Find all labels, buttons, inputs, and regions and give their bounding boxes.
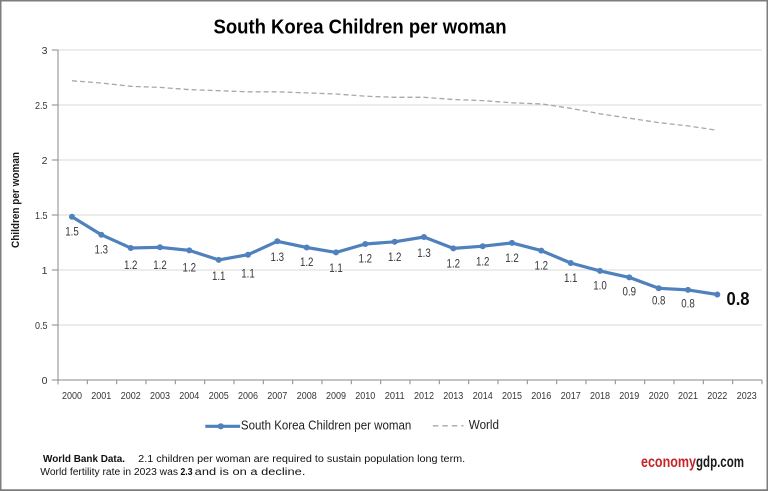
svg-text:2008: 2008 <box>297 390 317 402</box>
svg-text:1.2: 1.2 <box>388 251 402 264</box>
svg-text:2022: 2022 <box>707 390 727 402</box>
svg-text:2004: 2004 <box>179 390 199 402</box>
svg-text:2019: 2019 <box>619 390 639 402</box>
svg-text:World Bank Data.: World Bank Data. <box>43 454 125 465</box>
svg-text:2015: 2015 <box>502 390 522 402</box>
svg-text:2: 2 <box>42 155 48 167</box>
svg-text:World fertility rate in 2023 w: World fertility rate in 2023 was <box>40 467 178 478</box>
svg-text:2012: 2012 <box>414 390 434 402</box>
svg-text:1.2: 1.2 <box>183 261 197 274</box>
svg-text:economy: economy <box>641 454 696 471</box>
svg-text:South Korea Children per woman: South Korea Children per woman <box>241 418 411 432</box>
svg-text:1.2: 1.2 <box>359 252 373 265</box>
svg-text:2020: 2020 <box>649 390 669 402</box>
svg-text:1.3: 1.3 <box>95 244 109 257</box>
svg-text:2021: 2021 <box>678 390 698 402</box>
svg-text:and is on a decline.: and is on a decline. <box>195 467 306 478</box>
svg-text:2017: 2017 <box>561 390 581 402</box>
svg-text:1.2: 1.2 <box>447 258 461 271</box>
svg-text:2016: 2016 <box>531 390 551 402</box>
svg-text:1: 1 <box>42 265 48 277</box>
svg-text:3: 3 <box>42 45 48 57</box>
svg-text:Children per woman: Children per woman <box>10 152 22 248</box>
svg-text:1.1: 1.1 <box>564 272 578 285</box>
svg-text:0: 0 <box>42 375 48 387</box>
svg-text:2.1 children per woman are req: 2.1 children per woman are required to s… <box>138 454 465 465</box>
svg-text:World: World <box>469 418 499 432</box>
svg-text:1.1: 1.1 <box>241 267 255 280</box>
svg-text:0.8: 0.8 <box>727 289 750 309</box>
svg-text:0.8: 0.8 <box>681 298 695 311</box>
svg-text:2014: 2014 <box>473 390 493 402</box>
svg-text:1.5: 1.5 <box>65 226 79 239</box>
svg-text:2023: 2023 <box>737 390 757 402</box>
svg-text:1.2: 1.2 <box>535 259 549 272</box>
svg-text:1.3: 1.3 <box>417 247 431 260</box>
svg-text:2009: 2009 <box>326 390 346 402</box>
svg-text:2003: 2003 <box>150 390 170 402</box>
svg-text:2013: 2013 <box>443 390 463 402</box>
svg-text:2007: 2007 <box>267 390 287 402</box>
svg-text:1.2: 1.2 <box>476 256 490 269</box>
svg-text:0.5: 0.5 <box>35 320 48 332</box>
svg-text:1.3: 1.3 <box>271 251 285 264</box>
svg-text:2005: 2005 <box>209 390 229 402</box>
svg-text:2011: 2011 <box>385 390 405 402</box>
svg-text:0.9: 0.9 <box>623 286 637 299</box>
svg-text:2010: 2010 <box>355 390 375 402</box>
svg-text:gdp.com: gdp.com <box>696 454 744 471</box>
svg-text:0.8: 0.8 <box>652 295 666 308</box>
svg-text:1.5: 1.5 <box>35 210 48 222</box>
svg-text:2002: 2002 <box>121 390 141 402</box>
svg-text:1.2: 1.2 <box>300 256 314 269</box>
svg-text:2000: 2000 <box>62 390 82 402</box>
svg-text:2018: 2018 <box>590 390 610 402</box>
svg-text:1.2: 1.2 <box>505 252 519 265</box>
svg-text:1.2: 1.2 <box>153 259 167 272</box>
svg-text:1.1: 1.1 <box>212 270 226 283</box>
svg-text:1.2: 1.2 <box>124 259 138 272</box>
svg-text:2001: 2001 <box>91 390 111 402</box>
svg-text:1.0: 1.0 <box>593 280 607 293</box>
svg-text:2.3: 2.3 <box>181 467 193 478</box>
svg-text:2.5: 2.5 <box>35 100 48 112</box>
svg-text:1.1: 1.1 <box>329 262 343 275</box>
svg-text:South Korea Children per woman: South Korea Children per woman <box>214 17 507 39</box>
svg-text:2006: 2006 <box>238 390 258 402</box>
